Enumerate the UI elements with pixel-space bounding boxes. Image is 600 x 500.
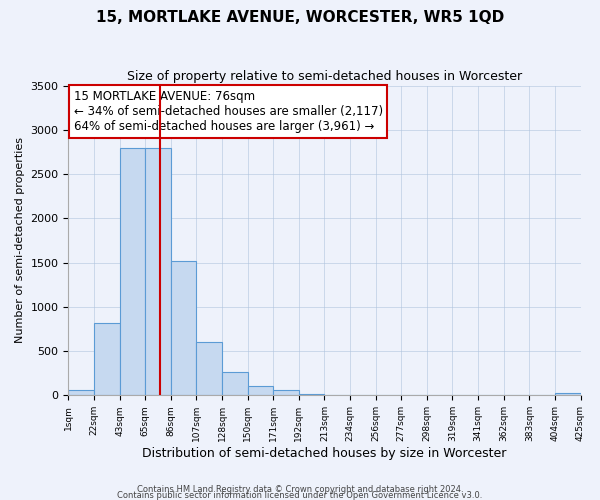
Bar bbox=[222, 372, 248, 396]
Text: Contains HM Land Registry data © Crown copyright and database right 2024.: Contains HM Land Registry data © Crown c… bbox=[137, 484, 463, 494]
Y-axis label: Number of semi-detached properties: Number of semi-detached properties bbox=[15, 138, 25, 344]
Text: 15 MORTLAKE AVENUE: 76sqm
← 34% of semi-detached houses are smaller (2,117)
64% : 15 MORTLAKE AVENUE: 76sqm ← 34% of semi-… bbox=[74, 90, 383, 133]
Text: 15, MORTLAKE AVENUE, WORCESTER, WR5 1QD: 15, MORTLAKE AVENUE, WORCESTER, WR5 1QD bbox=[96, 10, 504, 25]
Bar bbox=[94, 323, 119, 396]
Text: Contains public sector information licensed under the Open Government Licence v3: Contains public sector information licen… bbox=[118, 490, 482, 500]
Bar bbox=[299, 394, 325, 396]
Bar bbox=[171, 261, 196, 396]
Bar bbox=[119, 148, 145, 396]
Bar bbox=[196, 342, 222, 396]
Bar bbox=[273, 390, 299, 396]
Title: Size of property relative to semi-detached houses in Worcester: Size of property relative to semi-detach… bbox=[127, 70, 522, 83]
Bar bbox=[145, 148, 171, 396]
Bar bbox=[555, 392, 581, 396]
Bar bbox=[248, 386, 273, 396]
X-axis label: Distribution of semi-detached houses by size in Worcester: Distribution of semi-detached houses by … bbox=[142, 447, 506, 460]
Bar bbox=[68, 390, 94, 396]
